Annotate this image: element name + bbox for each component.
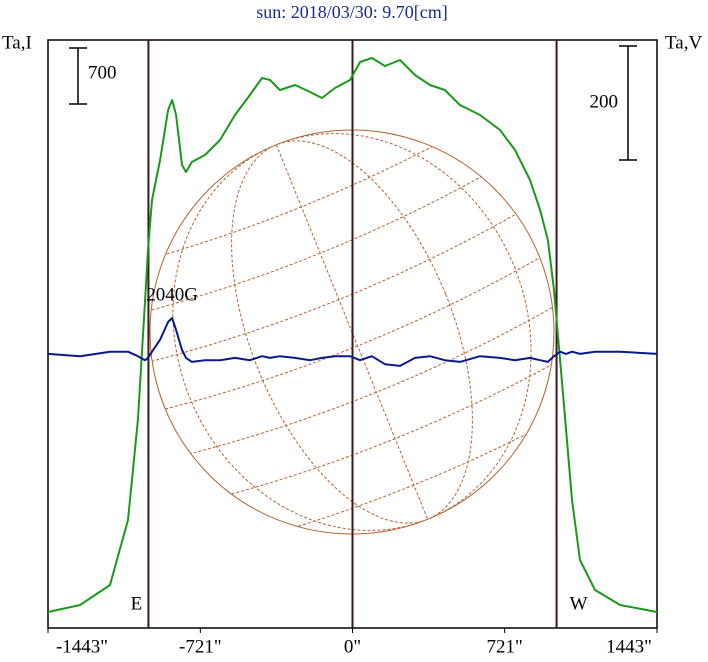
parallel [155, 252, 549, 412]
x-tick-label: 721" [487, 636, 523, 657]
y2-axis-label: Ta,V [665, 32, 702, 53]
x-tick-label: -1443" [56, 636, 108, 657]
x-tick-label: 1443" [606, 636, 652, 657]
parallel [117, 159, 512, 320]
y-axis-label: Ta,I [2, 32, 32, 53]
scale-bar-label: 700 [88, 62, 117, 83]
series-line [47, 57, 658, 613]
x-tick-label: -721" [179, 636, 222, 657]
parallel [136, 205, 531, 366]
chart-title: sun: 2018/03/30: 9.70[cm] [256, 2, 448, 22]
meridian [264, 116, 438, 544]
parallel [211, 391, 606, 551]
annotation: 2040G [146, 284, 198, 305]
meridian [231, 140, 473, 524]
meridian [172, 133, 532, 531]
limb-label: E [131, 593, 143, 614]
x-tick-label: 0" [344, 636, 361, 657]
scale-bar-label: 200 [590, 91, 619, 112]
parallel [174, 298, 568, 459]
limb-label: W [570, 593, 588, 614]
solar-globe [99, 113, 606, 551]
parallel [192, 344, 587, 505]
series-line [47, 317, 658, 367]
